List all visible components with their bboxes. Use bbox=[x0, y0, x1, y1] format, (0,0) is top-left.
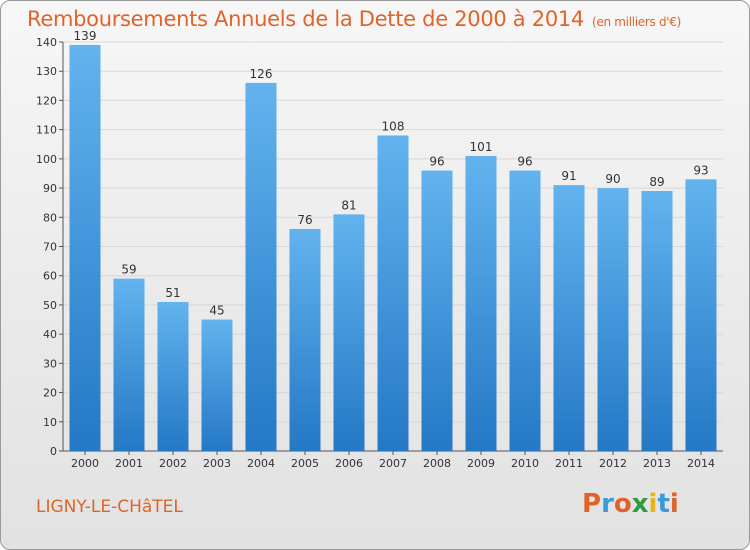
data-label: 108 bbox=[382, 119, 405, 133]
logo-letter: P bbox=[582, 489, 602, 519]
x-tick-label: 2010 bbox=[511, 457, 539, 470]
data-label: 89 bbox=[649, 175, 664, 189]
y-tick-label: 100 bbox=[36, 153, 57, 166]
data-label: 51 bbox=[165, 286, 180, 300]
y-tick-label: 0 bbox=[50, 445, 57, 458]
bar bbox=[333, 214, 365, 451]
bar bbox=[289, 228, 321, 451]
y-tick-label: 70 bbox=[43, 241, 57, 254]
y-tick-label: 80 bbox=[43, 211, 57, 224]
data-label: 81 bbox=[341, 198, 356, 212]
logo-letter: i bbox=[669, 489, 679, 519]
y-tick-label: 10 bbox=[43, 416, 57, 429]
y-tick-label: 50 bbox=[43, 299, 57, 312]
x-tick-label: 2006 bbox=[335, 457, 363, 470]
bar bbox=[509, 170, 541, 452]
data-label: 76 bbox=[297, 213, 312, 227]
data-label: 96 bbox=[517, 155, 532, 169]
data-label: 96 bbox=[429, 155, 444, 169]
logo-letter: o bbox=[613, 489, 632, 519]
bar bbox=[465, 155, 497, 451]
x-tick-label: 2009 bbox=[467, 457, 495, 470]
data-label: 101 bbox=[470, 140, 493, 154]
y-tick-label: 20 bbox=[43, 387, 57, 400]
x-tick-label: 2000 bbox=[71, 457, 99, 470]
proxiti-logo: Proxiti bbox=[582, 489, 679, 519]
data-label: 45 bbox=[209, 304, 224, 318]
bar bbox=[377, 135, 409, 451]
logo-letter: r bbox=[601, 489, 614, 519]
x-tick-label: 2002 bbox=[159, 457, 187, 470]
bar bbox=[597, 188, 629, 452]
logo-letter: t bbox=[657, 489, 670, 519]
x-tick-label: 2001 bbox=[115, 457, 143, 470]
chart-title: Remboursements Annuels de la Dette de 20… bbox=[27, 7, 681, 31]
bar bbox=[157, 302, 189, 451]
bar bbox=[113, 278, 145, 451]
y-tick-label: 140 bbox=[36, 36, 57, 49]
data-label: 91 bbox=[561, 169, 576, 183]
y-tick-label: 30 bbox=[43, 357, 57, 370]
data-label: 59 bbox=[121, 263, 136, 277]
logo-letter: x bbox=[631, 489, 649, 519]
x-tick-label: 2013 bbox=[643, 457, 671, 470]
y-tick-label: 130 bbox=[36, 65, 57, 78]
x-tick-label: 2008 bbox=[423, 457, 451, 470]
x-tick-label: 2007 bbox=[379, 457, 407, 470]
chart-subtitle: (en milliers d'€) bbox=[592, 15, 682, 29]
bar bbox=[685, 179, 717, 452]
y-tick-label: 90 bbox=[43, 182, 57, 195]
bar bbox=[245, 82, 277, 452]
commune-name: LIGNY-LE-CHâTEL bbox=[36, 497, 183, 517]
bar bbox=[641, 190, 673, 451]
chart-title-text: Remboursements Annuels de la Dette de 20… bbox=[27, 7, 584, 31]
data-label: 93 bbox=[693, 163, 708, 177]
y-tick-label: 110 bbox=[36, 124, 57, 137]
y-tick-label: 40 bbox=[43, 328, 57, 341]
bar bbox=[69, 44, 101, 452]
data-label: 126 bbox=[250, 67, 273, 81]
x-tick-label: 2005 bbox=[291, 457, 319, 470]
x-tick-label: 2004 bbox=[247, 457, 275, 470]
x-tick-label: 2014 bbox=[687, 457, 715, 470]
y-tick-label: 120 bbox=[36, 94, 57, 107]
x-tick-label: 2011 bbox=[555, 457, 583, 470]
logo-letter: i bbox=[648, 489, 658, 519]
data-label: 139 bbox=[74, 29, 97, 43]
bar bbox=[201, 319, 233, 451]
y-tick-label: 60 bbox=[43, 270, 57, 283]
data-label: 90 bbox=[605, 172, 620, 186]
x-tick-label: 2003 bbox=[203, 457, 231, 470]
bar bbox=[421, 170, 453, 452]
bar bbox=[553, 185, 585, 451]
x-tick-label: 2012 bbox=[599, 457, 627, 470]
